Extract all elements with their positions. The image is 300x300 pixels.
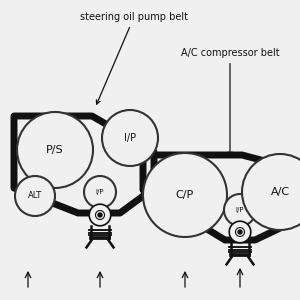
Circle shape	[237, 229, 243, 235]
Text: A/C compressor belt: A/C compressor belt	[181, 48, 279, 156]
Circle shape	[89, 204, 111, 226]
Circle shape	[242, 154, 300, 230]
Text: steering oil pump belt: steering oil pump belt	[80, 12, 188, 104]
Circle shape	[84, 176, 116, 208]
Text: A/C: A/C	[270, 187, 290, 197]
Circle shape	[102, 110, 158, 166]
Circle shape	[143, 153, 227, 237]
Circle shape	[229, 221, 251, 243]
Text: I/P: I/P	[96, 189, 104, 195]
Text: ALT: ALT	[28, 191, 42, 200]
Text: P/S: P/S	[46, 145, 64, 155]
Circle shape	[224, 194, 256, 226]
Circle shape	[97, 212, 103, 218]
Text: C/P: C/P	[176, 190, 194, 200]
Text: I/P: I/P	[236, 207, 244, 213]
Circle shape	[17, 112, 93, 188]
Text: I/P: I/P	[124, 133, 136, 143]
Circle shape	[15, 176, 55, 216]
